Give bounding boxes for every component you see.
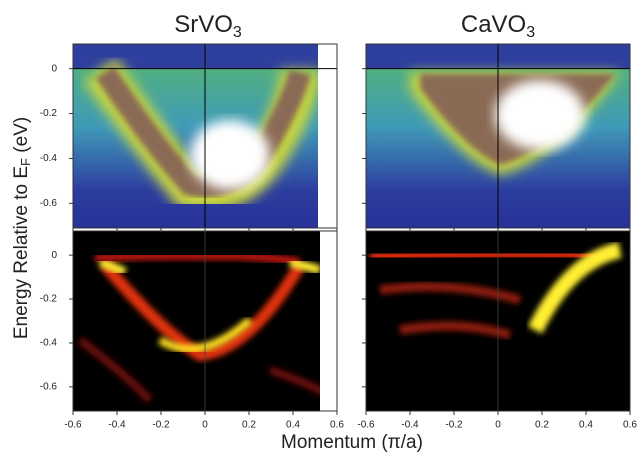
- x-tick-label: -0.6: [357, 420, 375, 431]
- y-axis-label: Energy Relative to EF (eV): [11, 117, 33, 339]
- y-tick-label: -0.6: [40, 381, 58, 392]
- y-tick-label: -0.6: [40, 198, 58, 209]
- x-tick-label: 0.4: [579, 420, 593, 431]
- title-subscript: 3: [526, 24, 535, 41]
- x-tick-label: -0.2: [152, 420, 170, 431]
- label-subscript: F: [18, 158, 33, 166]
- x-tick-label: -0.6: [64, 420, 82, 431]
- label-unit: (eV): [11, 117, 32, 158]
- label-text: Energy Relative to E: [11, 166, 32, 339]
- x-tick-label: 0.6: [330, 420, 344, 431]
- x-tick-label: -0.4: [401, 420, 419, 431]
- x-tick-label: 0: [495, 420, 501, 431]
- title-text: SrVO: [174, 11, 233, 38]
- y-tick-label: -0.2: [40, 294, 58, 305]
- y-tick-label: 0: [51, 63, 57, 74]
- y-tick-label: -0.4: [40, 153, 58, 164]
- x-tick-label: 0.2: [242, 420, 256, 431]
- x-axis-label: Momentum (π/a): [281, 432, 423, 452]
- x-tick-label: 0: [202, 420, 208, 431]
- x-tick-label: -0.2: [445, 420, 463, 431]
- title-subscript: 3: [233, 24, 242, 41]
- image-srvo3-curvature: [73, 231, 337, 411]
- x-tick-label: 0.6: [623, 420, 637, 431]
- x-tick-label: 0.4: [286, 420, 300, 431]
- x-tick-label: -0.4: [108, 420, 126, 431]
- y-tick-label: 0: [51, 250, 57, 261]
- title-text: CaVO: [461, 11, 526, 38]
- x-tick-label: 0.2: [535, 420, 549, 431]
- panel-title: CaVO3: [461, 11, 535, 41]
- panel-title: SrVO3: [174, 11, 242, 41]
- y-tick-label: -0.4: [40, 338, 58, 349]
- y-tick-label: -0.2: [40, 108, 58, 119]
